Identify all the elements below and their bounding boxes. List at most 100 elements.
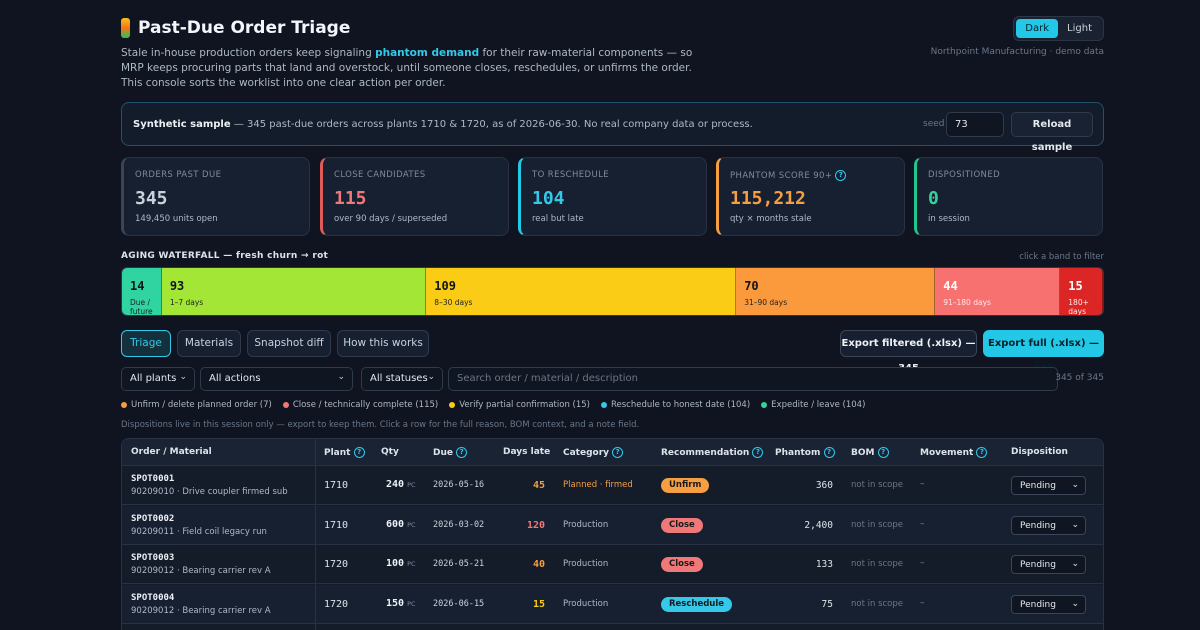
col-qty[interactable]: Qty	[381, 447, 399, 457]
disposition-select[interactable]: Pending ⌄	[1011, 594, 1086, 614]
material-description: 90209012 · Bearing carrier rev A	[131, 605, 271, 616]
table-row[interactable]: SPOT0003 90209012 · Bearing carrier rev A…	[122, 545, 1103, 584]
status-filter-select[interactable]: All statuses ⌄	[361, 367, 443, 391]
disposition-select[interactable]: Pending ⌄	[1011, 555, 1086, 574]
legend-item: Close / technically complete (115)	[282, 400, 438, 410]
plant: 1710	[324, 519, 349, 531]
recommendation-badge: Reschedule	[661, 596, 733, 612]
band-range: 1–7 days	[169, 298, 204, 307]
help-icon[interactable]: ?	[823, 447, 835, 458]
plant: 1720	[324, 559, 349, 570]
kpi-value: 345	[135, 188, 168, 209]
waterfall-band-31-90-days[interactable]: 70 31–90 days	[736, 268, 936, 315]
legend-dot-icon	[761, 401, 768, 408]
legend-item: Verify partial confirmation (15)	[449, 400, 590, 410]
recommendation-badge: Unfirm	[661, 478, 710, 493]
phantom-demand-highlight: phantom demand	[375, 47, 480, 59]
table-row[interactable]: SPOT0004 90209012 · Bearing carrier rev A…	[122, 584, 1103, 624]
plant-filter-select[interactable]: All plants ⌄	[121, 367, 195, 391]
recommendation-badge: Close	[661, 517, 703, 533]
kpi-value: 0	[928, 188, 939, 209]
col-category[interactable]: Category ?	[563, 447, 624, 458]
help-icon[interactable]: ?	[612, 447, 624, 458]
kpi-label: PHANTOM SCORE 90+ ?	[730, 170, 847, 181]
kpi-subtext: over 90 days / superseded	[334, 214, 448, 224]
kpi-label: DISPOSITIONED	[928, 170, 1001, 180]
waterfall-band-8-30-days[interactable]: 109 8–30 days	[426, 268, 737, 315]
table-header: Order / Material Plant ? Qty Due ? Days …	[122, 439, 1103, 466]
col-bom[interactable]: BOM ?	[851, 447, 889, 458]
legend-dot-icon	[600, 401, 607, 408]
help-icon[interactable]: ?	[976, 447, 988, 458]
session-note: Dispositions live in this session only —…	[121, 420, 640, 430]
theme-light-button[interactable]: Light	[1067, 23, 1092, 34]
theme-dark-button[interactable]: Dark	[1016, 19, 1059, 38]
waterfall-band-1-7-days[interactable]: 93 1–7 days	[161, 268, 427, 315]
tab-snapshot-diff[interactable]: Snapshot diff	[247, 330, 331, 357]
tab-triage[interactable]: Triage	[121, 330, 171, 357]
phantom-score: 360	[815, 480, 833, 491]
kpi-subtext: real but late	[532, 214, 584, 224]
col-phantom[interactable]: Phantom ?	[775, 447, 835, 458]
band-count: 109	[434, 279, 456, 293]
kpi-subtext: 149,450 units open	[135, 214, 218, 224]
due-date: 2026-05-21	[433, 559, 485, 569]
table-row[interactable]: SPOT0002 90209011 · Field coil legacy run…	[122, 505, 1103, 545]
due-date: 2026-03-02	[433, 519, 485, 530]
seed-input[interactable]: 73	[946, 112, 1004, 137]
legend-item: Expedite / leave (104)	[761, 400, 865, 410]
col-due[interactable]: Due ?	[433, 447, 468, 458]
table-row[interactable]: SPOT0001 90209010 · Drive coupler firmed …	[122, 466, 1103, 505]
col-movement[interactable]: Movement ?	[920, 447, 988, 458]
band-count: 70	[744, 279, 759, 293]
help-icon[interactable]: ?	[456, 447, 468, 458]
band-range: 91–180 days	[943, 298, 991, 307]
page-subtitle: Stale in-house production orders keep si…	[121, 47, 693, 89]
waterfall-band-due-future[interactable]: 14 Due / future	[122, 268, 162, 315]
reload-sample-button[interactable]: Reload sample	[1011, 112, 1093, 153]
col-disposition[interactable]: Disposition	[1011, 447, 1068, 457]
chevron-down-icon: ⌄	[427, 372, 435, 382]
page-header: Past-Due Order Triage Stale in-house pro…	[121, 16, 1104, 91]
chevron-down-icon: ⌄	[337, 372, 345, 382]
waterfall-band-180-days[interactable]: 15 180+ days	[1060, 268, 1103, 315]
sample-description: Synthetic sample — 345 past-due orders a…	[133, 119, 753, 130]
kpi-value: 115	[334, 188, 367, 209]
action-filter-select[interactable]: All actions ⌄	[200, 367, 353, 391]
col-order[interactable]: Order / Material	[131, 447, 212, 457]
band-range: 180+ days	[1068, 298, 1089, 316]
tab-how-this-works[interactable]: How this works	[337, 330, 429, 357]
help-icon[interactable]: ?	[752, 447, 764, 458]
waterfall-title: AGING WATERFALL — fresh churn → rot	[121, 251, 329, 261]
export-filtered-button[interactable]: Export filtered (.xlsx) — 345	[840, 330, 977, 374]
order-id: SPOT0003	[131, 553, 175, 563]
movement: –	[920, 518, 925, 529]
export-full-button[interactable]: Export full (.xlsx) — 345	[983, 330, 1104, 374]
quantity: 100 PC	[386, 558, 416, 569]
help-icon[interactable]: ?	[353, 447, 365, 458]
days-late: 15	[532, 598, 545, 610]
page-title: Past-Due Order Triage	[138, 18, 351, 38]
result-count: 345 of 345	[1055, 373, 1104, 383]
tab-materials[interactable]: Materials	[177, 330, 241, 357]
brand-note: Northpoint Manufacturing · demo data	[930, 47, 1104, 57]
material-description: 90209010 · Drive coupler firmed sub	[131, 487, 288, 497]
phantom-score: 133	[815, 559, 833, 570]
orders-table: Order / Material Plant ? Qty Due ? Days …	[121, 438, 1104, 630]
disposition-select[interactable]: Pending ⌄	[1011, 515, 1086, 535]
sample-panel: Synthetic sample — 345 past-due orders a…	[121, 102, 1104, 153]
disposition-select[interactable]: Pending ⌄	[1011, 476, 1086, 495]
search-input[interactable]: Search order / material / description	[448, 367, 1058, 391]
bom-status: not in scope	[851, 480, 904, 490]
column-divider	[315, 439, 316, 630]
days-late: 120	[526, 519, 545, 531]
quantity: 150 PC	[386, 597, 416, 609]
col-days-late[interactable]: Days late	[503, 447, 551, 457]
help-icon[interactable]: ?	[835, 170, 847, 181]
col-plant[interactable]: Plant ?	[324, 447, 365, 458]
waterfall-band-91-180-days[interactable]: 44 91–180 days	[935, 268, 1061, 315]
chevron-down-icon: ⌄	[1071, 598, 1079, 609]
category: Planned · firmed	[563, 480, 633, 490]
col-recommendation[interactable]: Recommendation ?	[661, 447, 764, 458]
help-icon[interactable]: ?	[877, 447, 889, 458]
